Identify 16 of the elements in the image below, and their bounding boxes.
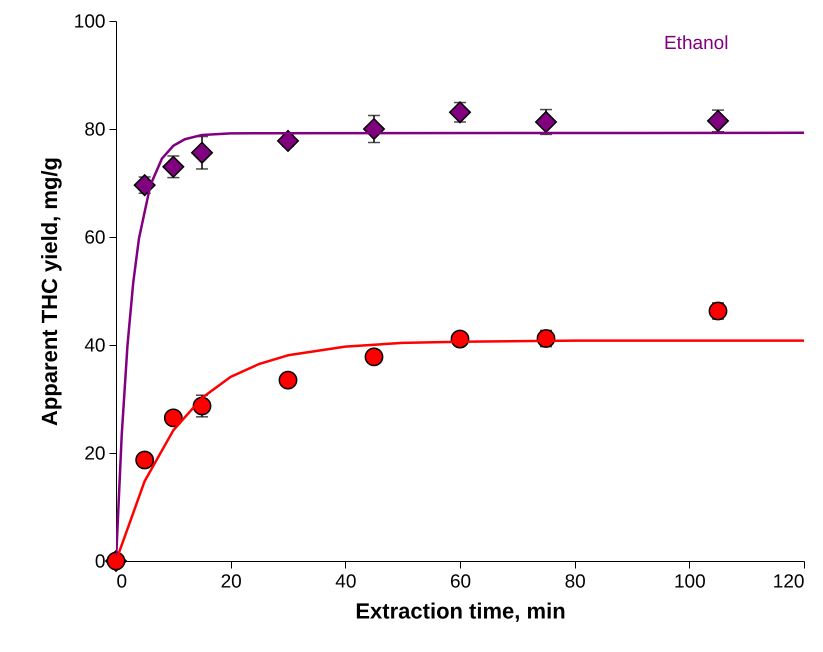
x-tick-label: 100: [674, 572, 706, 592]
y-tick-label: 60: [84, 228, 106, 248]
x-tick-label: 40: [335, 572, 356, 592]
y-tick-label: 0: [94, 552, 106, 572]
x-axis-title: Extraction time, min: [355, 598, 566, 624]
y-tick-label: 20: [84, 444, 106, 464]
x-tick-label: 80: [564, 572, 586, 592]
x-tick-label: 60: [450, 572, 472, 592]
y-tick-label: 80: [84, 120, 106, 140]
text: Ethanol: [664, 33, 728, 54]
y-axis-title: Apparent THC yield, mg/g: [36, 157, 62, 426]
x-tick-label: 120: [772, 572, 804, 592]
y-tick-label: 100: [74, 12, 106, 32]
y-tick-label: 40: [84, 336, 106, 356]
x-tick-label: 0: [116, 572, 128, 592]
x-tick-label: 20: [220, 572, 242, 592]
